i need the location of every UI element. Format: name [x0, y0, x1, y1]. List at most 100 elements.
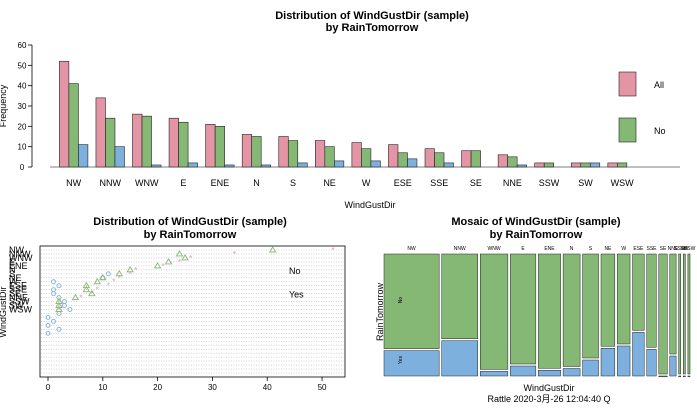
y-tick-label: 10: [18, 143, 27, 152]
dot-no-e: [164, 258, 173, 265]
bar-all-nw: [59, 60, 70, 168]
dot-no-nw: [268, 246, 277, 253]
x-category-label: WSW: [683, 246, 696, 252]
bar-chart-ylabel: Frequency: [0, 84, 8, 127]
x-tick-label: SSE: [430, 178, 448, 188]
dot-no-se: [88, 289, 96, 297]
bar-no-e: [178, 121, 189, 168]
x-tick-label: 30: [208, 383, 217, 392]
dot-no-sse: [82, 285, 91, 293]
dot-no-ssw: [55, 297, 63, 305]
legend-label-no: No: [654, 126, 666, 136]
bar-chart-subtitle: by RainTomorrow: [326, 22, 419, 34]
y-tick-label: 20: [18, 122, 27, 131]
dot-yes-ssw: [45, 322, 51, 328]
dot-yes-nw: [105, 271, 111, 277]
dot-no-n: [126, 265, 135, 273]
bar-yes-n: [260, 164, 272, 168]
bar-yes-e: [187, 162, 198, 168]
dot-all-w: *: [112, 278, 115, 287]
x-category-label: SSW: [674, 246, 686, 252]
dot-no-w: [93, 277, 102, 285]
dot-yes-ene: [51, 287, 56, 293]
bar-yes-ese: [407, 158, 418, 168]
tile-yes-wnw: [480, 371, 509, 377]
bar-no-ese: [397, 152, 408, 168]
dot-all-nnw: *: [233, 250, 236, 259]
dot-yes-e: [56, 283, 62, 289]
x-category-label: NNW: [454, 246, 466, 252]
x-tick-label: SW: [578, 178, 593, 188]
bar-all-se: [461, 150, 472, 168]
y-tick-label: SSW: [9, 297, 30, 307]
dot-all-ene: *: [162, 262, 165, 271]
dot-chart-subtitle: by RainTomorrow: [144, 229, 237, 241]
tile-no-e: [510, 253, 537, 365]
dot-yes-wnw: [51, 279, 56, 285]
x-tick-label: W: [362, 178, 371, 188]
tile-no-wnw: [480, 253, 509, 370]
dot-all-e: *: [178, 258, 181, 267]
x-tick-label: SSW: [539, 178, 560, 188]
bar-all-ssw: [534, 162, 545, 168]
dot-yes-w: [61, 303, 67, 308]
bar-no-sw: [580, 162, 591, 168]
bar-all-w: [351, 142, 362, 168]
x-category-label: SSE: [646, 246, 657, 252]
x-tick-label: SE: [470, 178, 482, 188]
bar-yes-s: [297, 162, 308, 168]
bar-no-nne: [507, 156, 518, 168]
dot-chart-ylabel: WindGustDir: [0, 286, 8, 337]
dot-all-sse: *: [96, 286, 99, 295]
bar-chart: Distribution of WindGustDir (sample) by …: [0, 10, 680, 210]
dot-all-n: *: [134, 266, 137, 275]
x-category-label: S: [589, 246, 593, 252]
bar-all-nnw: [95, 97, 106, 168]
x-tick-label: ENE: [211, 178, 230, 188]
tile-no-ssw: [678, 253, 682, 375]
dot-no-wsw: [55, 305, 63, 312]
bar-no-ne: [324, 146, 335, 168]
y-tick-label: NW: [9, 245, 24, 255]
dot-yes-s: [56, 295, 62, 301]
bar-yes-w: [370, 160, 381, 168]
x-tick-label: ESE: [394, 178, 412, 188]
dot-no-nne: [71, 293, 80, 301]
plot-frame: [39, 245, 346, 378]
bar-yes-wnw: [151, 164, 162, 168]
tile-yes-n: [562, 368, 581, 377]
tile-no-ene: [538, 253, 561, 369]
x-category-label: SW: [680, 246, 688, 252]
bar-all-ese: [388, 144, 399, 168]
bar-chart-y-axis: 0 10 20 30 40 50 60: [18, 41, 33, 172]
dot-yes-n: [51, 291, 56, 297]
bar-all-s: [278, 136, 289, 168]
bar-yes-sw: [589, 162, 601, 168]
bar-no-nw: [68, 83, 79, 168]
dot-yes-wsw: [45, 330, 51, 336]
tile-no-se: [658, 253, 668, 375]
tile-yes-ssw: [678, 375, 682, 378]
legend-label-all: All: [654, 80, 664, 90]
x-category-label: WNW: [488, 246, 501, 252]
bar-yes-sse: [443, 162, 454, 168]
bar-all-ne: [315, 140, 326, 168]
tile-yes-nw: [383, 350, 440, 377]
y-tick-label: S: [9, 269, 15, 279]
dot-yes-nne: [51, 318, 56, 324]
x-category-label: E: [521, 246, 525, 252]
bar-all-wsw: [607, 162, 618, 168]
bar-no-wnw: [141, 115, 152, 168]
tile-no-ne: [600, 253, 616, 347]
y-tick-label: SE: [9, 289, 21, 299]
dot-all-ese: *: [107, 282, 110, 291]
legend-swatch-no: [618, 117, 637, 143]
x-tick-label: S: [290, 178, 296, 188]
dot-no-ne: [99, 273, 107, 281]
dot-no-nnw: [175, 250, 184, 257]
y-tick-label: ENE: [9, 261, 28, 271]
mosaic-chart-ylabel: RainTomorrow: [375, 282, 385, 341]
y-tick-label: SSE: [9, 285, 27, 295]
y-category-label-no: No: [398, 297, 404, 304]
